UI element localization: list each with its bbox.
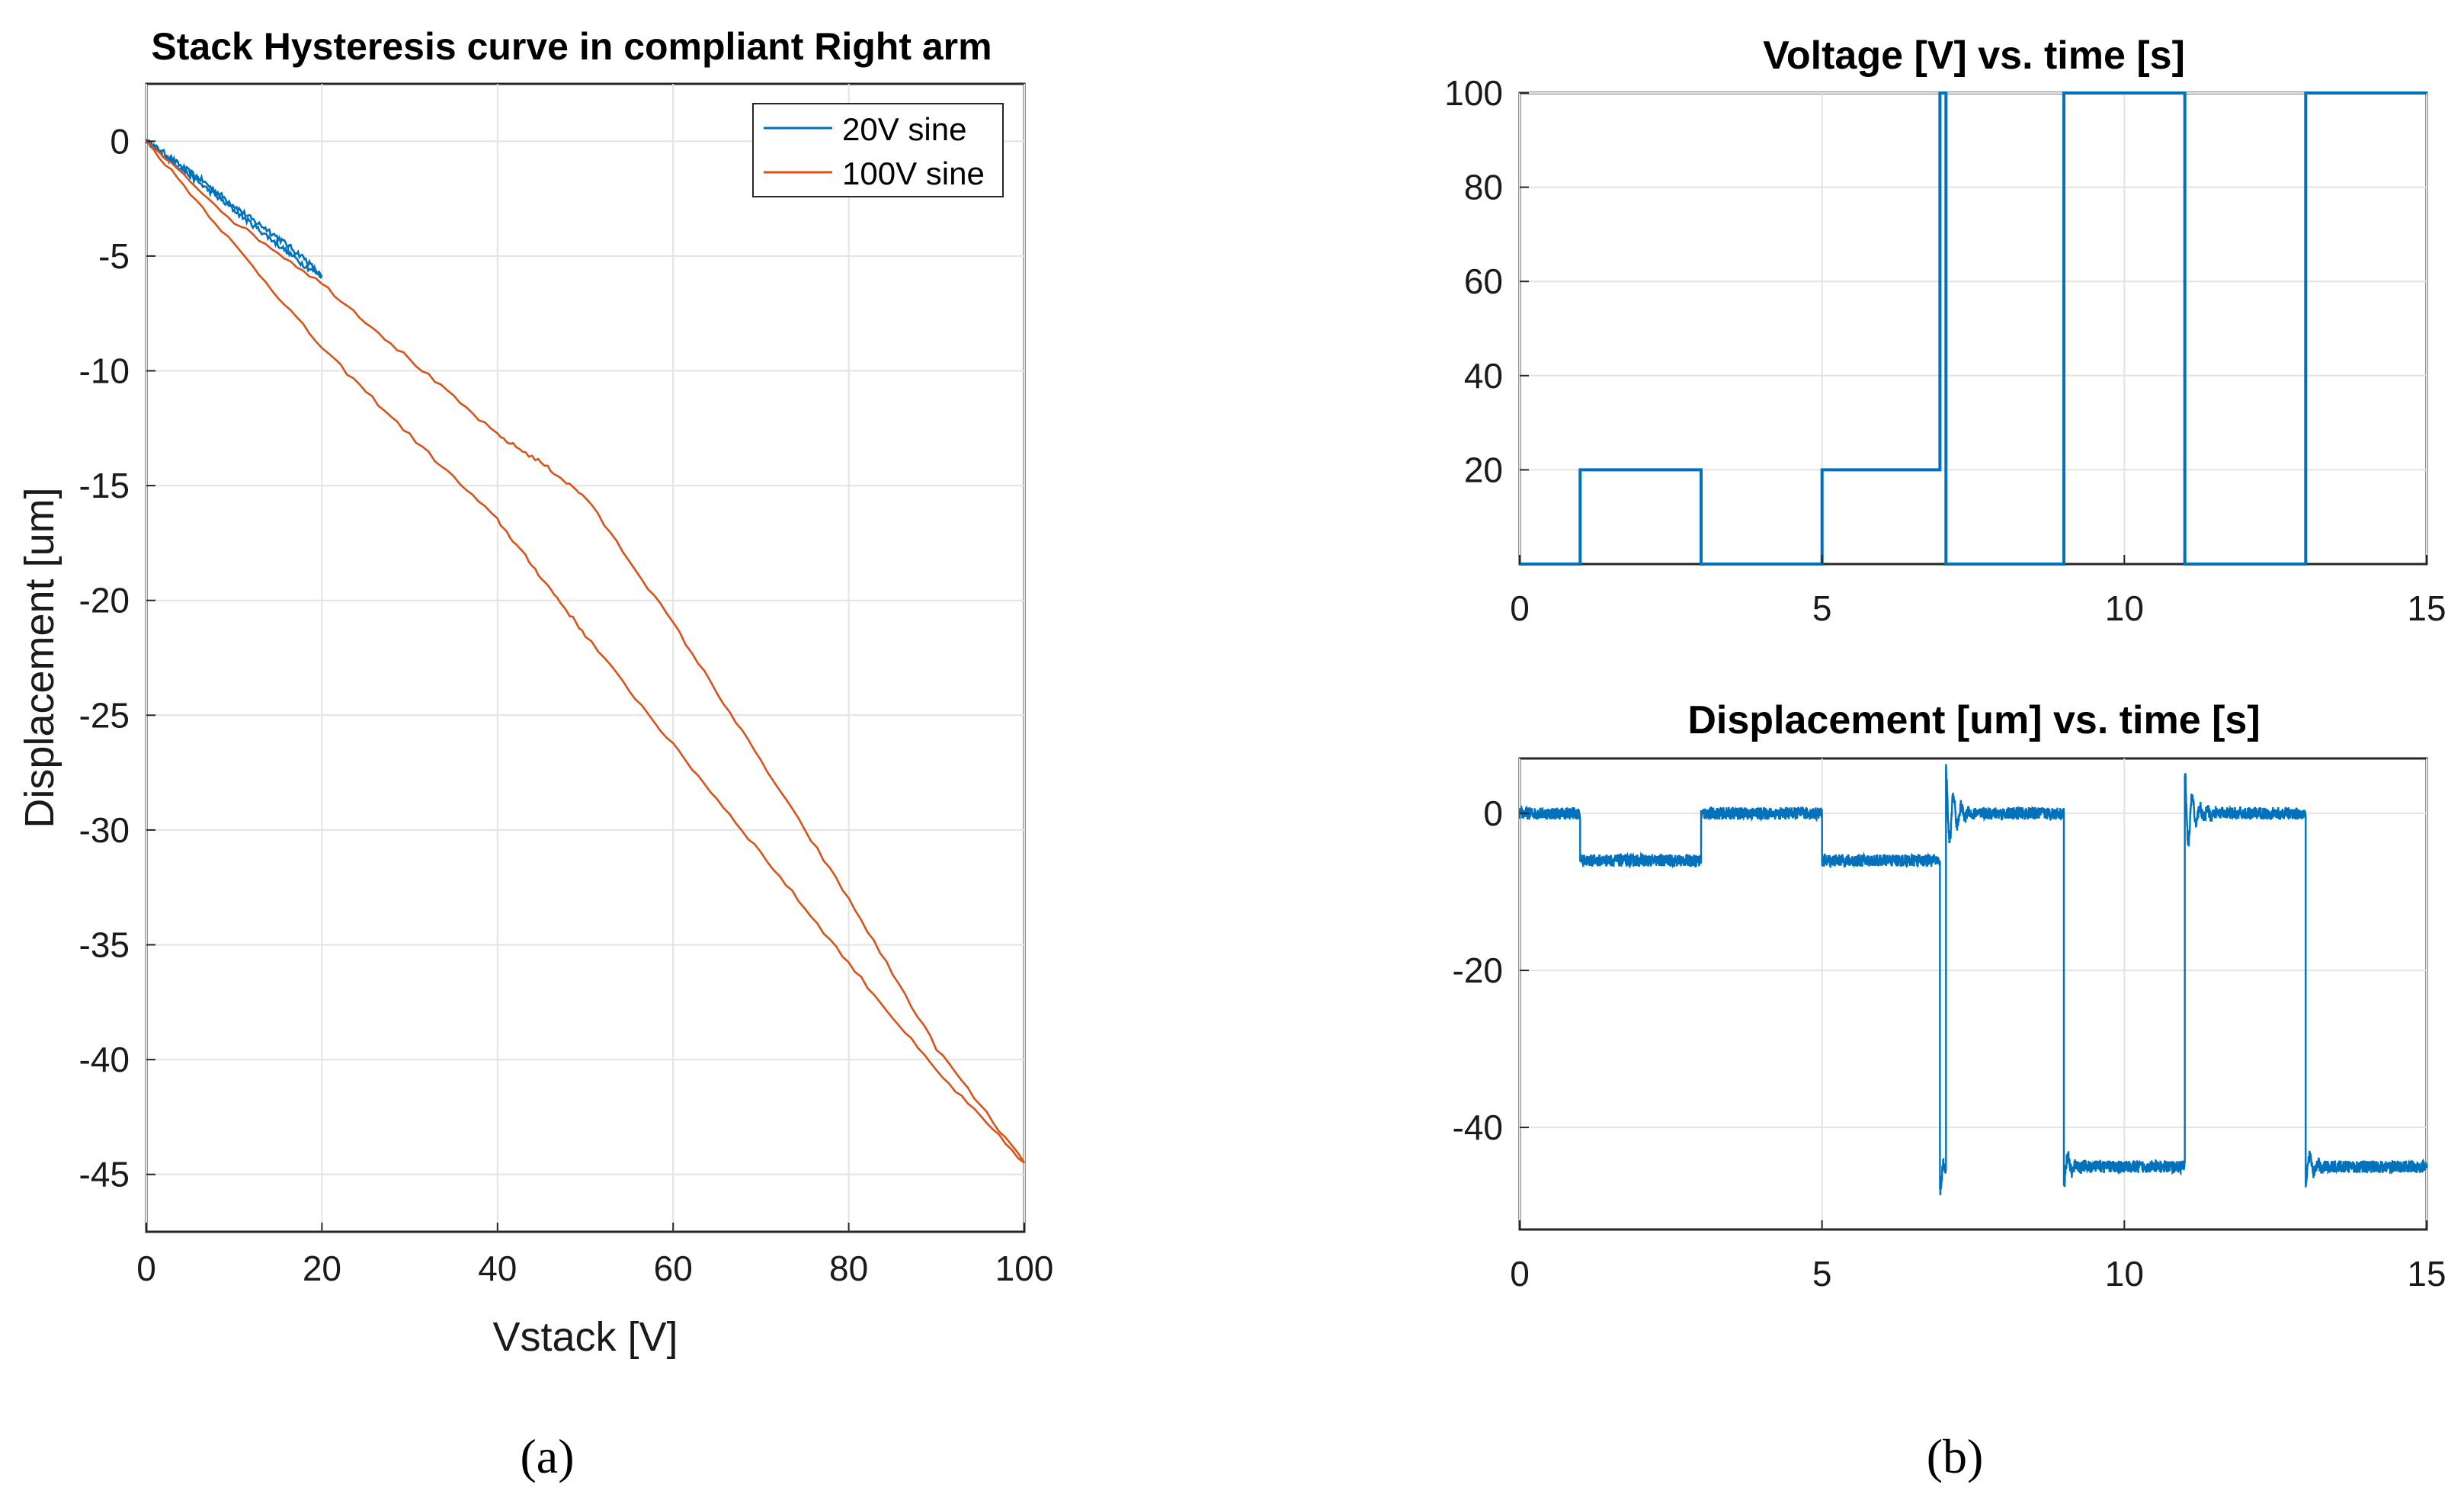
panel-b-voltage-x-ticks: 0 5 10 15 bbox=[1510, 555, 2446, 628]
panel-a-legend: 20V sine 100V sine bbox=[752, 103, 1004, 197]
legend-label-20v: 20V sine bbox=[842, 111, 966, 147]
series-100v-sine-down-branch bbox=[146, 139, 1026, 1164]
y-tick-label: -45 bbox=[79, 1155, 130, 1194]
x-tick-label: 15 bbox=[2407, 588, 2446, 628]
y-tick-label: 40 bbox=[1464, 356, 1503, 396]
series-displacement bbox=[1518, 764, 2428, 1196]
series-20v-sine-up-branch bbox=[145, 139, 323, 277]
y-tick-label: 0 bbox=[110, 121, 130, 161]
legend-label-100v: 100V sine bbox=[842, 155, 985, 191]
y-tick-label: -40 bbox=[1453, 1108, 1503, 1147]
y-tick-label: 20 bbox=[1464, 450, 1503, 489]
x-tick-label: 10 bbox=[2105, 588, 2144, 628]
panel-b-displacement-title: Displacement [um] vs. time [s] bbox=[1687, 698, 2260, 742]
x-tick-label: 40 bbox=[478, 1249, 517, 1288]
y-tick-label: -40 bbox=[79, 1040, 130, 1079]
x-tick-label: 15 bbox=[2407, 1254, 2446, 1294]
x-tick-label: 60 bbox=[654, 1249, 693, 1288]
panel-a-title: Stack Hysteresis curve in compliant Righ… bbox=[151, 25, 992, 68]
y-tick-label: -5 bbox=[98, 236, 130, 276]
series-100v-sine-up-branch bbox=[146, 140, 1025, 1164]
legend-box bbox=[752, 103, 1004, 197]
x-tick-label: 100 bbox=[995, 1249, 1054, 1288]
panel-a-y-ticks: 0 -5 -10 -15 -20 -25 -30 -35 -40 -45 bbox=[79, 121, 155, 1194]
y-tick-label: -15 bbox=[79, 466, 130, 505]
panel-b-voltage-title: Voltage [V] vs. time [s] bbox=[1763, 34, 2185, 78]
panel-a-series bbox=[145, 138, 1026, 1164]
panel-a-x-axis-label: Vstack [V] bbox=[492, 1314, 678, 1360]
panel-a-caption: (a) bbox=[520, 1429, 574, 1483]
x-tick-label: 20 bbox=[303, 1249, 341, 1288]
panel-b-displacement-series bbox=[1518, 764, 2428, 1196]
panel-b-displacement-plot-frame bbox=[1518, 757, 2428, 1231]
panel-b-displacement: Displacement [um] vs. time [s] 0 -20 -40 0… bbox=[1453, 698, 2446, 1483]
y-tick-label: -35 bbox=[79, 925, 130, 965]
y-tick-label: -10 bbox=[79, 351, 130, 391]
panel-b-voltage: Voltage [V] vs. time [s] 20 40 60 80 100 0 5 1… bbox=[1444, 34, 2446, 628]
y-tick-label: -25 bbox=[79, 695, 130, 735]
y-tick-label: -30 bbox=[79, 810, 130, 850]
x-tick-label: 0 bbox=[1510, 588, 1530, 628]
y-tick-label: 60 bbox=[1464, 261, 1503, 301]
x-tick-label: 0 bbox=[1510, 1254, 1530, 1294]
x-tick-label: 0 bbox=[136, 1249, 156, 1288]
panel-b-displacement-x-ticks: 0 5 10 15 bbox=[1510, 1220, 2446, 1294]
panel-b-voltage-plot-frame bbox=[1518, 91, 2428, 566]
panel-b-displacement-y-ticks: 0 -20 -40 bbox=[1453, 793, 1529, 1147]
panel-b-caption: (b) bbox=[1927, 1429, 1984, 1483]
x-tick-label: 80 bbox=[829, 1249, 868, 1288]
panel-b-voltage-y-ticks: 20 40 60 80 100 bbox=[1444, 73, 1529, 489]
series-voltage bbox=[1520, 91, 2427, 566]
y-tick-label: 0 bbox=[1483, 793, 1503, 833]
x-tick-label: 5 bbox=[1812, 588, 1832, 628]
y-tick-label: 80 bbox=[1464, 168, 1503, 207]
panel-a-x-ticks: 0 20 40 60 80 100 bbox=[136, 1223, 1053, 1288]
panel-a-plot-frame bbox=[145, 82, 1026, 1233]
y-tick-label: -20 bbox=[1453, 951, 1503, 990]
panel-b-voltage-series bbox=[1520, 91, 2427, 566]
panel-a-y-axis-label: Displacement [um] bbox=[17, 487, 62, 828]
y-tick-label: -20 bbox=[79, 581, 130, 620]
y-tick-label: 100 bbox=[1444, 73, 1503, 113]
panel-a: Stack Hysteresis curve in compliant Righ… bbox=[17, 25, 1053, 1483]
x-tick-label: 5 bbox=[1812, 1254, 1832, 1294]
x-tick-label: 10 bbox=[2105, 1254, 2144, 1294]
